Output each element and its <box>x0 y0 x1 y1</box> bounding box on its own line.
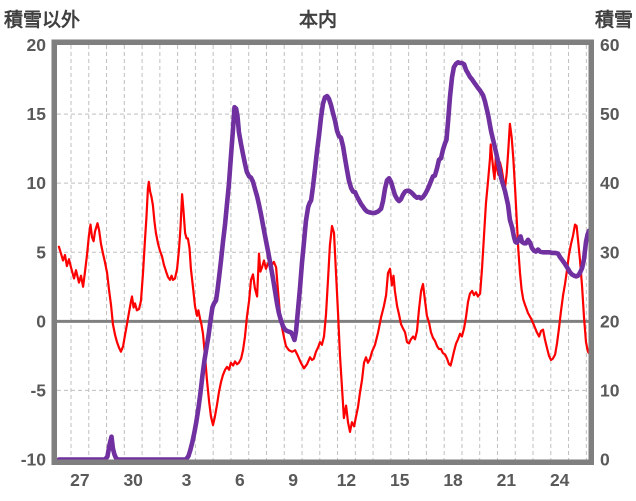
left-axis-ticks: 20 15 10 5 0 -5 -10 <box>21 35 47 470</box>
left-axis-title: 積雪以外 <box>4 10 81 31</box>
right-axis-tick-label: 20 <box>600 311 620 331</box>
x-axis-tick-label: 24 <box>550 470 570 490</box>
x-axis-tick-label: 30 <box>123 470 143 490</box>
right-axis-title: 積雪 <box>594 10 633 31</box>
right-axis-tick-label: 30 <box>600 242 620 262</box>
x-axis-tick-label: 27 <box>70 470 89 490</box>
chart-title: 本内 <box>298 10 337 31</box>
right-axis-tick-label: 60 <box>600 35 620 55</box>
snow-depth-line <box>56 59 590 461</box>
x-axis-tick-label: 9 <box>288 470 298 490</box>
right-axis-tick-label: 40 <box>600 173 620 193</box>
x-axis-tick-label: 3 <box>182 470 192 490</box>
left-axis-tick-label: 0 <box>36 311 46 331</box>
x-axis-tick-label: 18 <box>443 470 463 490</box>
left-axis-tick-label: 15 <box>27 104 47 124</box>
x-axis-ticks: 27 30 3 6 9 12 15 18 21 24 <box>70 470 570 490</box>
x-axis-tick-label: 12 <box>337 470 357 490</box>
x-axis-tick-label: 15 <box>390 470 410 490</box>
right-axis-ticks: 60 50 40 30 20 10 0 <box>600 35 620 470</box>
plot-border <box>51 39 594 465</box>
temperature-line <box>57 122 590 433</box>
left-axis-tick-label: 5 <box>36 242 46 262</box>
left-axis-tick-label: 10 <box>27 173 47 193</box>
right-axis-tick-label: 0 <box>600 450 610 470</box>
left-axis-tick-label: -5 <box>30 380 46 400</box>
gridlines <box>57 45 589 460</box>
x-axis-tick-label: 6 <box>235 470 245 490</box>
right-axis-tick-label: 10 <box>600 380 620 400</box>
left-axis-tick-label: 20 <box>27 35 47 55</box>
right-axis-tick-label: 50 <box>600 104 620 124</box>
left-axis-tick-label: -10 <box>21 450 47 470</box>
x-axis-tick-label: 21 <box>497 470 517 490</box>
